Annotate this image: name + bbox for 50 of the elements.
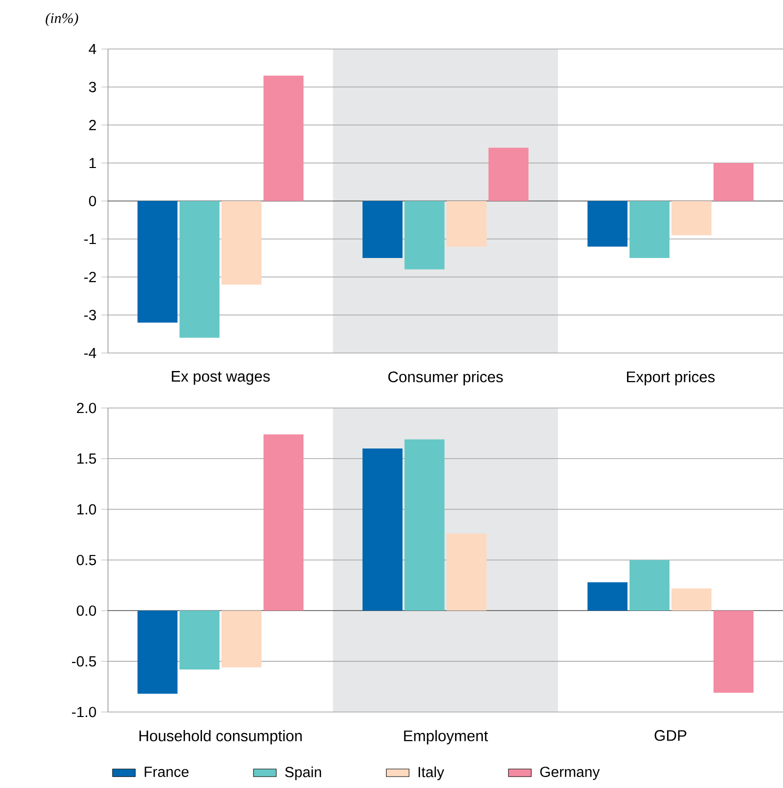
bar [488, 148, 528, 201]
bar [588, 201, 628, 247]
legend-label: Spain [285, 766, 322, 780]
bar [446, 201, 486, 247]
y-tick-label: 3 [89, 82, 96, 92]
x-tick-label: Household consumption [140, 730, 302, 744]
bar [446, 534, 486, 611]
y-tick-label: -1.0 [72, 706, 96, 718]
bar [264, 434, 304, 611]
bar [180, 201, 220, 338]
bar [630, 560, 670, 611]
legend-label: France [144, 766, 189, 777]
y-tick-label: -4 [84, 348, 96, 358]
bar [180, 610, 220, 670]
x-tick-label: GDP [654, 730, 686, 741]
bar [222, 201, 262, 285]
x-tick-label: Consumer prices [388, 371, 503, 386]
bar [362, 201, 402, 258]
y-tick-label: 1.0 [77, 504, 96, 515]
bar [222, 610, 262, 668]
bar [714, 610, 754, 693]
bar [404, 439, 444, 611]
y-tick-label: -2 [84, 272, 96, 282]
y-tick-label: 2.0 [76, 402, 96, 414]
bar [630, 201, 670, 258]
y-tick-label: 0.0 [76, 605, 96, 616]
bar [714, 163, 754, 201]
y-tick-label: -0.5 [72, 656, 96, 667]
bar [362, 448, 402, 611]
y-tick-label: 4 [88, 44, 96, 54]
y-axis-title: (in%) [46, 12, 78, 26]
y-tick-label: -1 [84, 234, 96, 244]
y-tick-label: 2 [89, 120, 96, 130]
legend-label: Italy [418, 766, 444, 780]
bar [672, 588, 712, 611]
bar [588, 582, 628, 611]
bar [264, 76, 304, 201]
bar [138, 201, 178, 323]
bar [672, 201, 712, 236]
x-tick-label: Export prices [627, 371, 715, 386]
x-tick-label: Employment [404, 730, 488, 744]
bar [404, 201, 444, 270]
y-tick-label: -3 [84, 310, 96, 320]
y-tick-label: 1.5 [77, 454, 96, 464]
bar [138, 610, 178, 694]
legend-label: Germany [540, 766, 600, 780]
x-tick-label: Ex post wages [172, 371, 270, 385]
y-tick-label: 0 [89, 196, 96, 206]
y-tick-label: 1 [90, 158, 96, 168]
y-tick-label: 0.5 [76, 554, 96, 566]
